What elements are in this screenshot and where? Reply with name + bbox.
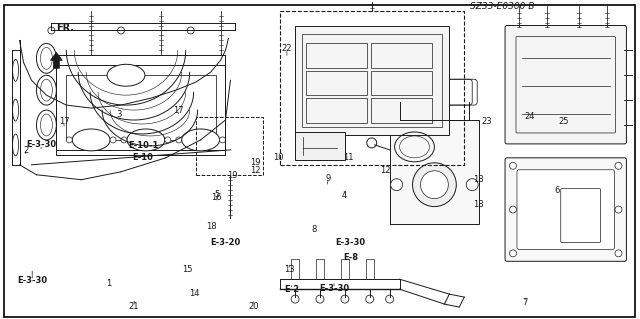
- Text: 6: 6: [554, 186, 559, 195]
- Text: E-3-30: E-3-30: [319, 284, 349, 293]
- Text: E-2: E-2: [284, 285, 299, 294]
- Text: 15: 15: [182, 265, 193, 274]
- Circle shape: [509, 206, 516, 213]
- Bar: [371, 43, 433, 68]
- Circle shape: [367, 138, 377, 148]
- Text: 17: 17: [173, 106, 184, 115]
- Ellipse shape: [182, 129, 220, 151]
- Text: 12: 12: [380, 166, 390, 175]
- Text: 25: 25: [558, 117, 568, 126]
- FancyBboxPatch shape: [517, 170, 614, 249]
- Bar: [306, 43, 367, 68]
- Text: E-10: E-10: [132, 153, 154, 162]
- Ellipse shape: [36, 75, 56, 105]
- Circle shape: [164, 137, 171, 143]
- Bar: [295, 26, 449, 135]
- Text: 11: 11: [344, 153, 354, 162]
- Text: 24: 24: [525, 112, 536, 121]
- Circle shape: [176, 137, 182, 143]
- Circle shape: [291, 295, 299, 303]
- Ellipse shape: [36, 43, 56, 73]
- Text: E-3-30: E-3-30: [17, 277, 47, 286]
- Circle shape: [615, 250, 622, 257]
- Bar: [306, 71, 367, 95]
- Circle shape: [220, 137, 225, 143]
- Bar: [280, 11, 464, 165]
- Ellipse shape: [13, 59, 19, 81]
- Text: 3: 3: [116, 110, 122, 119]
- Text: 17: 17: [59, 117, 69, 126]
- Text: 19: 19: [227, 171, 237, 180]
- Ellipse shape: [13, 99, 19, 121]
- Text: E-10-1: E-10-1: [128, 141, 158, 150]
- Ellipse shape: [107, 64, 145, 86]
- Circle shape: [509, 250, 516, 257]
- Ellipse shape: [127, 129, 164, 151]
- Text: E-3-20: E-3-20: [211, 238, 241, 247]
- Circle shape: [341, 295, 349, 303]
- Text: 16: 16: [212, 193, 222, 202]
- Bar: [295, 132, 345, 160]
- Text: SZ33-E0300 B: SZ33-E0300 B: [470, 2, 534, 11]
- Text: 13: 13: [284, 265, 295, 274]
- Bar: [67, 75, 216, 140]
- Text: E-3-30: E-3-30: [26, 140, 56, 149]
- Text: 22: 22: [282, 44, 292, 53]
- Text: FR.: FR.: [56, 24, 74, 33]
- Text: 2: 2: [23, 146, 28, 155]
- Text: 21: 21: [129, 302, 140, 311]
- Circle shape: [67, 137, 72, 143]
- Text: 4: 4: [342, 191, 347, 200]
- Text: E-3-30: E-3-30: [335, 238, 365, 247]
- Text: 10: 10: [273, 153, 284, 162]
- Circle shape: [118, 27, 125, 34]
- Text: 12: 12: [250, 166, 260, 175]
- Bar: [371, 71, 433, 95]
- Text: 19: 19: [250, 158, 260, 167]
- Circle shape: [509, 162, 516, 169]
- FancyBboxPatch shape: [505, 26, 627, 144]
- Bar: [302, 34, 442, 127]
- Circle shape: [390, 179, 403, 191]
- Polygon shape: [51, 52, 62, 68]
- Text: E-8: E-8: [343, 253, 358, 262]
- Circle shape: [615, 206, 622, 213]
- Bar: [56, 65, 225, 150]
- Text: 20: 20: [248, 302, 259, 311]
- Circle shape: [121, 137, 127, 143]
- Text: 7: 7: [522, 298, 528, 307]
- Text: 8: 8: [311, 225, 316, 234]
- Text: 14: 14: [189, 289, 199, 298]
- Circle shape: [467, 179, 478, 191]
- Text: 23: 23: [481, 117, 492, 126]
- Circle shape: [48, 27, 55, 34]
- FancyBboxPatch shape: [561, 189, 600, 242]
- Text: 18: 18: [207, 222, 217, 232]
- Ellipse shape: [13, 134, 19, 156]
- Bar: [371, 99, 433, 123]
- Circle shape: [386, 295, 394, 303]
- Bar: [390, 120, 479, 225]
- Circle shape: [420, 171, 449, 199]
- Circle shape: [413, 163, 456, 207]
- Circle shape: [366, 295, 374, 303]
- Ellipse shape: [36, 110, 56, 140]
- Circle shape: [187, 27, 194, 34]
- Bar: [196, 117, 263, 175]
- Text: 18: 18: [472, 200, 483, 209]
- Circle shape: [615, 162, 622, 169]
- Bar: [306, 99, 367, 123]
- Text: 9: 9: [325, 174, 330, 183]
- FancyBboxPatch shape: [505, 158, 627, 261]
- Text: 1: 1: [106, 279, 111, 288]
- Circle shape: [110, 137, 116, 143]
- Text: 18: 18: [472, 175, 483, 184]
- Circle shape: [316, 295, 324, 303]
- Ellipse shape: [72, 129, 110, 151]
- Text: 5: 5: [214, 190, 220, 199]
